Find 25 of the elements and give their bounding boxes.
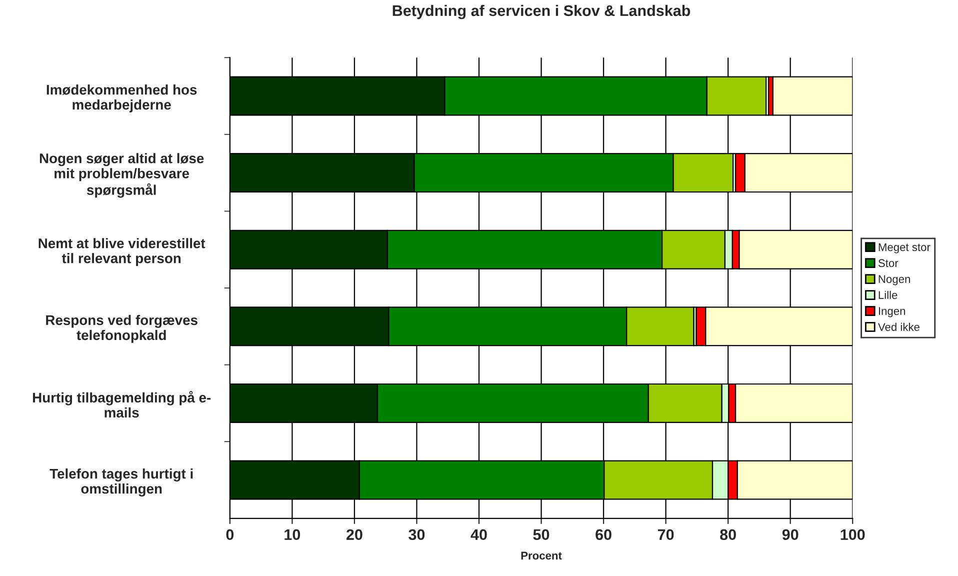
legend-label: Lille bbox=[878, 290, 898, 299]
legend-label: Ved ikke bbox=[878, 322, 920, 331]
y-tick-label: Imødekommenhed hos medarbejderne bbox=[46, 84, 197, 112]
x-tick-label: 50 bbox=[533, 529, 550, 540]
legend-label: Ingen bbox=[878, 307, 906, 318]
y-tick-label: Nemt at blive viderestillet til relevant person bbox=[38, 238, 206, 266]
x-tick-label: 30 bbox=[408, 529, 425, 540]
x-tick-label: 10 bbox=[284, 529, 300, 540]
legend-label: Meget stor bbox=[878, 243, 930, 254]
x-tick-label: 80 bbox=[720, 529, 736, 540]
y-tick-label: Nogen søger altid at løse mit problem/besvare spørgsmål bbox=[40, 153, 204, 198]
x-tick-label: 60 bbox=[596, 529, 612, 540]
y-tick-label: Respons ved forgæves telefonopkald bbox=[46, 314, 198, 343]
x-tick-label: 20 bbox=[346, 529, 362, 540]
x-axis-title: Procent bbox=[521, 552, 562, 560]
x-tick-label: 100 bbox=[840, 529, 865, 540]
y-tick-label: Hurtig tilbagemelding på e- mails bbox=[33, 390, 211, 418]
x-tick-label: 90 bbox=[782, 529, 798, 540]
y-tick-label: Telefon tages hurtigt i omstillingen bbox=[50, 468, 193, 496]
x-tick-label: 40 bbox=[470, 529, 487, 540]
x-tick-label: 70 bbox=[658, 529, 674, 540]
legend-label: Nogen bbox=[878, 275, 910, 286]
legend-label: Stor bbox=[878, 259, 898, 268]
chart-title: Betydning af servicen i Skov & Landskab bbox=[392, 4, 690, 20]
x-tick-label: 0 bbox=[226, 529, 234, 540]
